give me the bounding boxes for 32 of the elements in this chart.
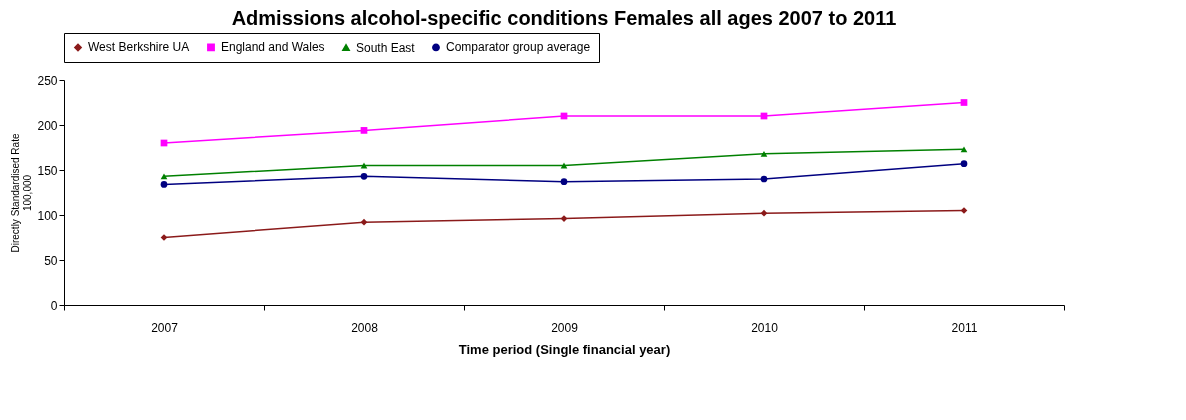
legend-label: Comparator group average: [446, 40, 591, 55]
point: [560, 162, 568, 169]
point: [760, 150, 768, 157]
point: [360, 162, 368, 169]
point: [360, 218, 368, 226]
point: [360, 172, 368, 180]
y-tick-label: 250: [37, 73, 58, 88]
chart-title: Admissions alcohol-specific conditions Females all ages 2007 to 2011: [231, 6, 897, 29]
x-tick-label: 2009: [551, 320, 579, 335]
y-tick-label: 50: [44, 253, 58, 268]
legend-label: West Berkshire UA: [88, 40, 190, 55]
y-axis-title: Directly Standardised Rate 100,000: [10, 133, 34, 253]
legend-label: England and Wales: [221, 40, 325, 55]
point: [760, 175, 768, 183]
point: [960, 146, 968, 153]
y-tick-label: 200: [37, 118, 58, 133]
x-tick-label: 2011: [951, 320, 978, 335]
x-tick-label: 2007: [151, 320, 179, 335]
point: [960, 99, 968, 106]
point: [160, 173, 168, 180]
point: [760, 209, 768, 217]
point: [560, 178, 568, 186]
y-tick-label: 150: [37, 163, 58, 178]
x-axis-title: Time period (Single financial year): [458, 341, 671, 357]
x-tick-label: 2008: [351, 320, 379, 335]
y-tick-label: 100: [37, 208, 58, 223]
y-tick-label: 0: [50, 298, 58, 313]
point: [160, 181, 168, 188]
point: [360, 127, 368, 134]
point: [960, 160, 968, 168]
legend-label: South East: [356, 40, 416, 55]
x-tick-label: 2010: [751, 320, 779, 335]
